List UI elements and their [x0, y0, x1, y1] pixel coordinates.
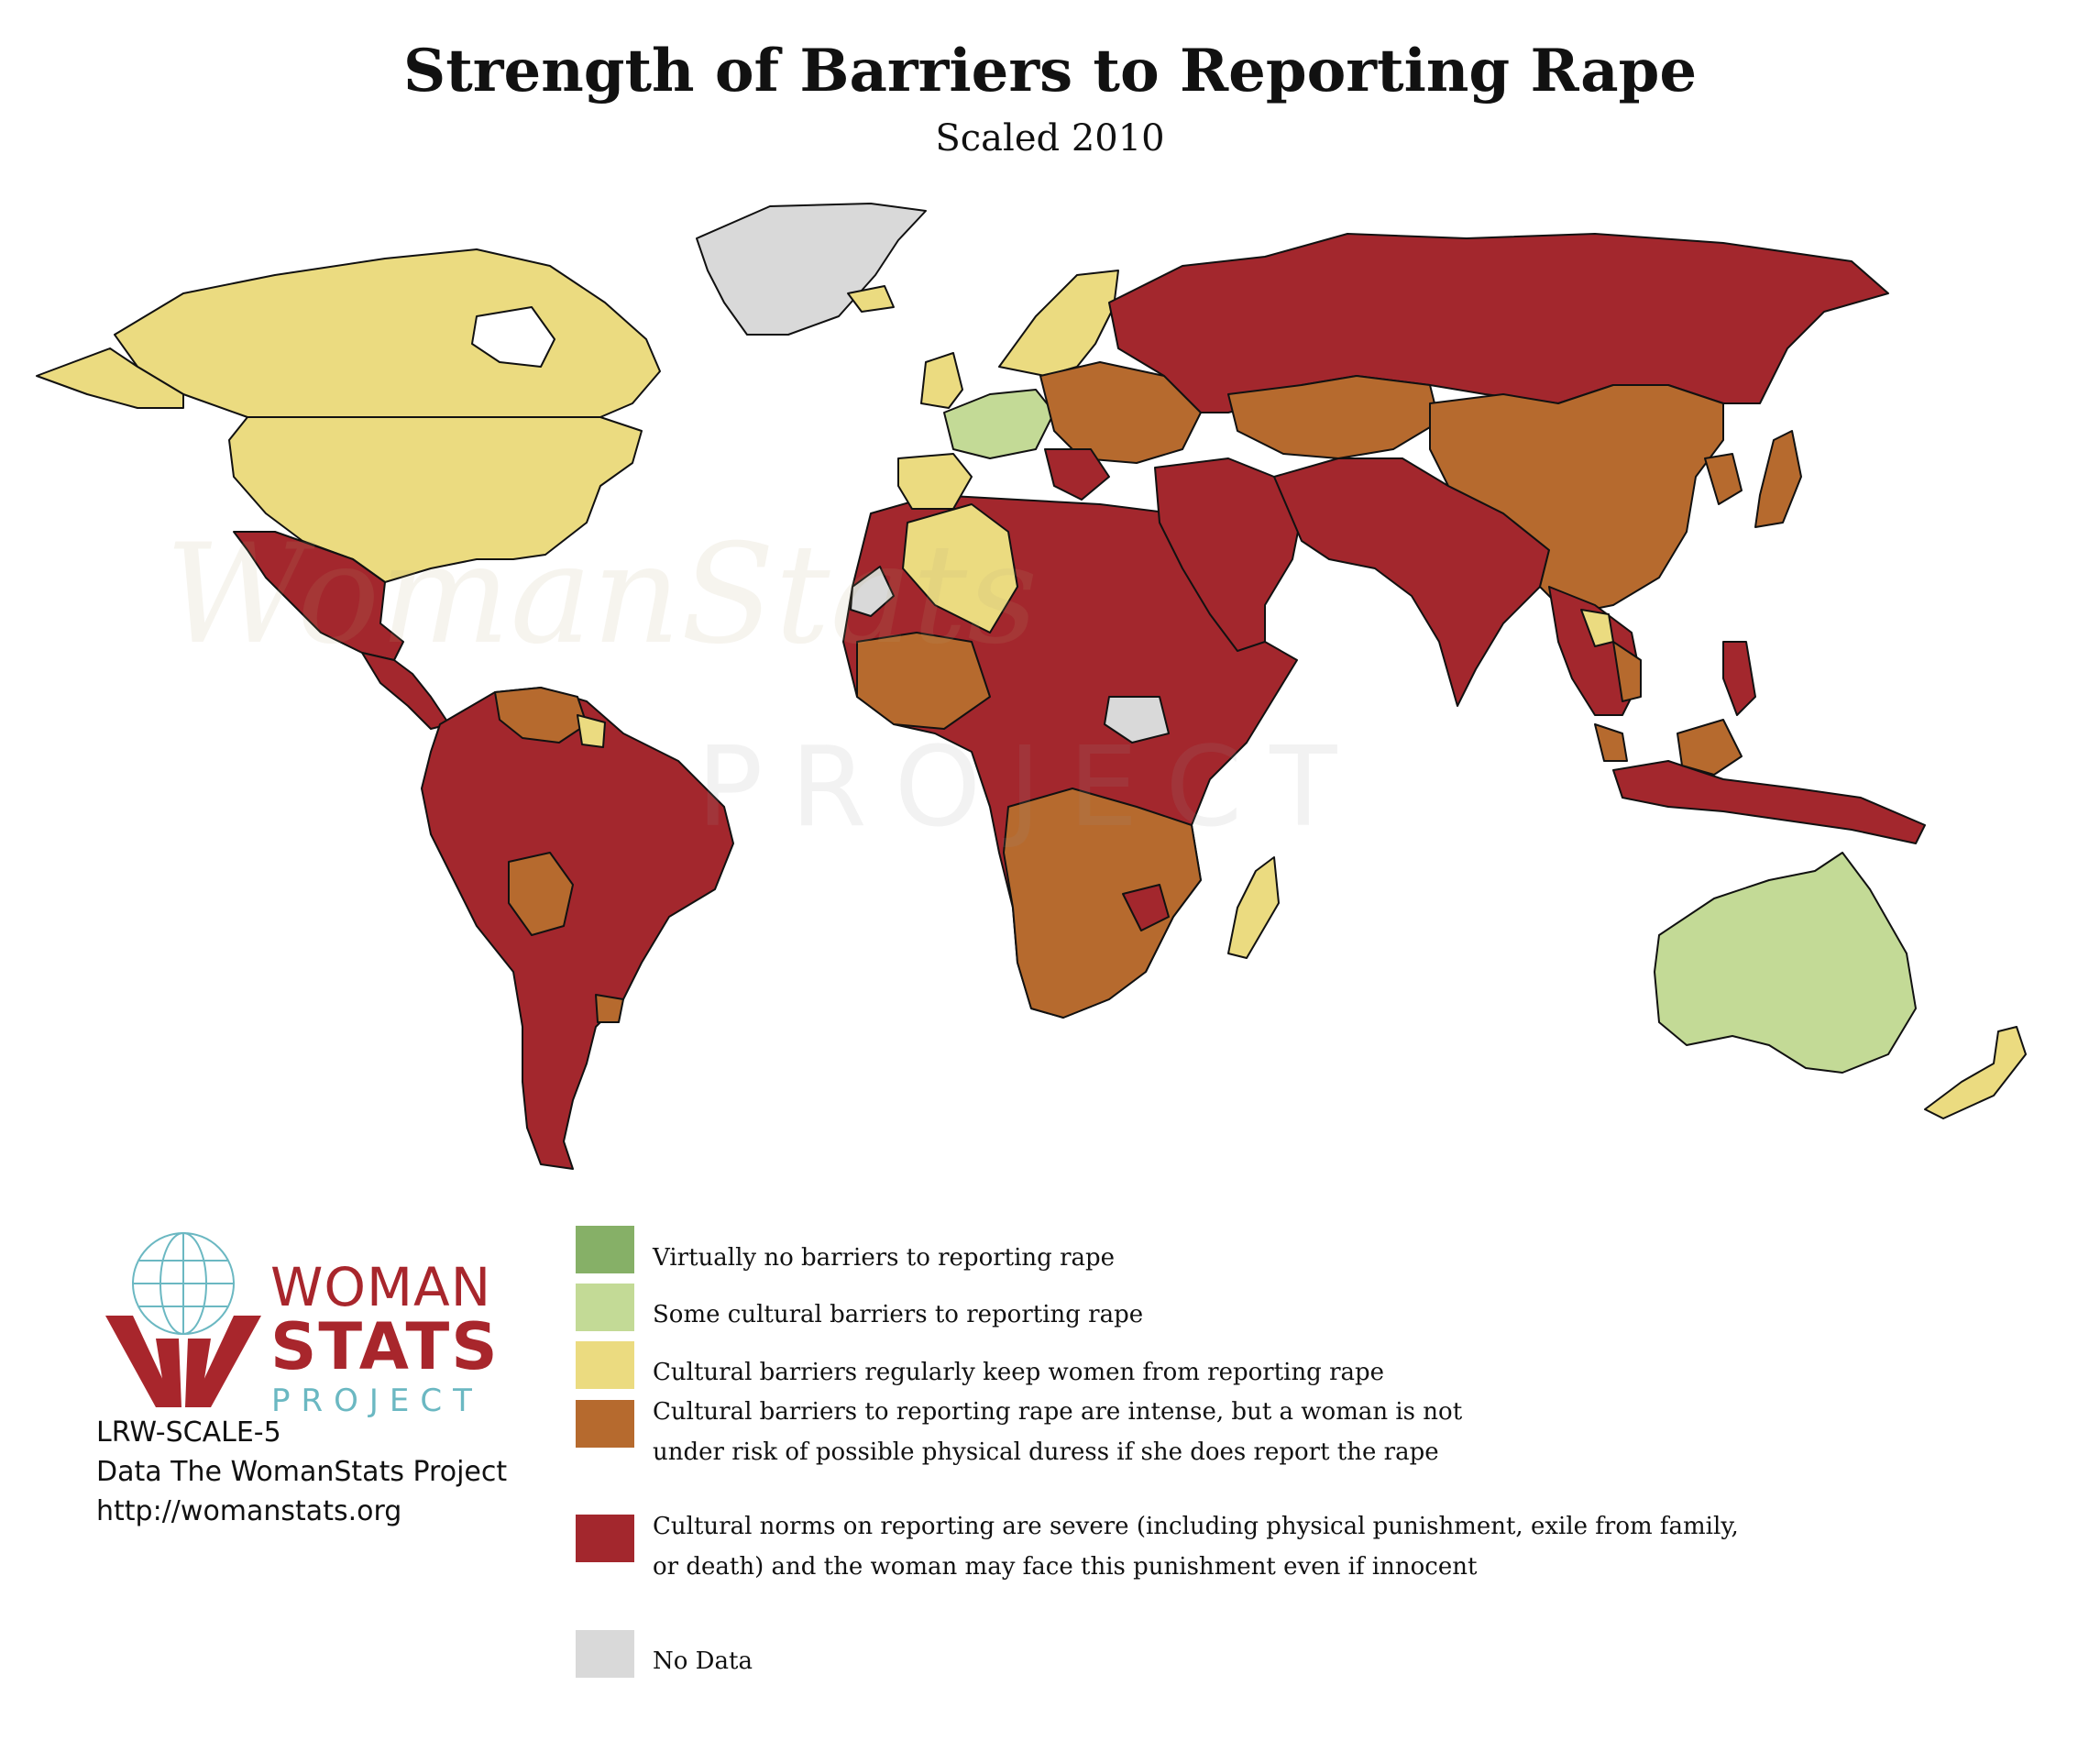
world-map: WomanStats PROJECT — [36, 203, 2027, 1170]
region-alaska[interactable] — [36, 347, 184, 409]
region-bolivia[interactable] — [508, 852, 574, 936]
data-source: Data The WomanStats Project — [96, 1456, 508, 1488]
legend-line: Cultural norms on reporting are severe (… — [653, 1513, 1739, 1540]
legend-label-level-4: Cultural barriers to reporting rape are … — [653, 1392, 1462, 1472]
region-zimbabwe[interactable] — [1122, 884, 1170, 931]
legend-swatch-level-4 — [576, 1400, 634, 1448]
legend-label-level-2: Some cultural barriers to reporting rape — [653, 1295, 1143, 1335]
legend-line: Some cultural barriers to reporting rape — [653, 1301, 1144, 1328]
legend-label-level-3: Cultural barriers regularly keep women f… — [653, 1352, 1384, 1393]
region-philippines[interactable] — [1722, 641, 1756, 716]
region-korea[interactable] — [1704, 453, 1743, 505]
region-russia[interactable] — [1108, 233, 1889, 413]
source-link[interactable]: http://womanstats.org — [96, 1495, 402, 1527]
region-eastern-europe[interactable] — [1039, 361, 1202, 464]
region-south-america[interactable] — [421, 687, 734, 1170]
region-western-sahara[interactable] — [850, 566, 895, 617]
legend-swatch-level-5 — [576, 1515, 634, 1562]
region-greenland[interactable] — [696, 203, 927, 336]
region-hudson-bay — [471, 306, 555, 368]
logo-word-stats: STATS — [270, 1309, 500, 1384]
region-algeria[interactable] — [902, 503, 1018, 634]
region-south-sudan[interactable] — [1104, 696, 1170, 744]
legend-line: No Data — [653, 1647, 753, 1675]
dataset-code: LRW-SCALE-5 — [96, 1416, 281, 1449]
region-scandinavia[interactable] — [998, 270, 1119, 377]
region-west-africa[interactable] — [856, 632, 991, 730]
legend-line: under risk of possible physical duress i… — [653, 1438, 1439, 1466]
legend-swatch-level-1 — [576, 1226, 634, 1273]
region-central-asia[interactable] — [1227, 375, 1440, 459]
legend-line: or death) and the woman may face this pu… — [653, 1553, 1478, 1581]
watermark-word2: PROJECT — [697, 724, 1365, 852]
region-japan[interactable] — [1754, 430, 1802, 528]
region-balkans[interactable] — [1044, 448, 1110, 501]
region-iceland[interactable] — [847, 285, 895, 313]
legend-line: Virtually no barriers to reporting rape — [653, 1244, 1116, 1272]
region-new-zealand[interactable] — [1924, 1026, 2027, 1119]
region-australia[interactable] — [1654, 852, 1917, 1074]
logo-emblem — [105, 1232, 261, 1407]
watermark: WomanStats PROJECT — [165, 515, 1365, 852]
region-usa[interactable] — [228, 416, 643, 583]
region-uruguay[interactable] — [595, 994, 624, 1023]
legend-label-no-data: No Data — [653, 1641, 753, 1681]
region-vietnam[interactable] — [1612, 641, 1642, 702]
region-china[interactable] — [1429, 384, 1724, 615]
legend-swatch-no-data — [576, 1630, 634, 1678]
map-subtitle: Scaled 2010 — [935, 117, 1165, 160]
watermark-word1: WomanStats — [165, 515, 1038, 675]
region-indonesia[interactable] — [1612, 760, 1926, 844]
region-canada[interactable] — [114, 248, 661, 418]
legend-line: Cultural barriers regularly keep women f… — [653, 1359, 1385, 1386]
region-borneo[interactable] — [1677, 719, 1743, 776]
legend-swatch-level-2 — [576, 1284, 634, 1331]
legend-swatch-level-3 — [576, 1341, 634, 1389]
region-malaysia[interactable] — [1594, 723, 1628, 762]
legend-line: Cultural barriers to reporting rape are … — [653, 1398, 1463, 1426]
legend-label-level-5: Cultural norms on reporting are severe (… — [653, 1506, 1739, 1587]
region-venezuela-guyana[interactable] — [494, 687, 588, 744]
region-madagascar[interactable] — [1227, 856, 1280, 959]
region-western-europe[interactable] — [943, 389, 1055, 459]
region-british-isles[interactable] — [920, 352, 963, 409]
region-southern-africa[interactable] — [1003, 788, 1202, 1019]
region-suriname[interactable] — [577, 714, 606, 748]
logo-word-woman: WOMAN — [270, 1256, 492, 1318]
region-middle-east[interactable] — [1154, 457, 1303, 652]
region-iberia[interactable] — [897, 453, 973, 510]
logo-word-project: PROJECT — [271, 1383, 483, 1419]
map-title: Strength of Barriers to Reporting Rape — [402, 37, 1698, 105]
legend-label-level-1: Virtually no barriers to reporting rape — [653, 1238, 1115, 1278]
region-south-asia[interactable] — [1273, 457, 1550, 707]
